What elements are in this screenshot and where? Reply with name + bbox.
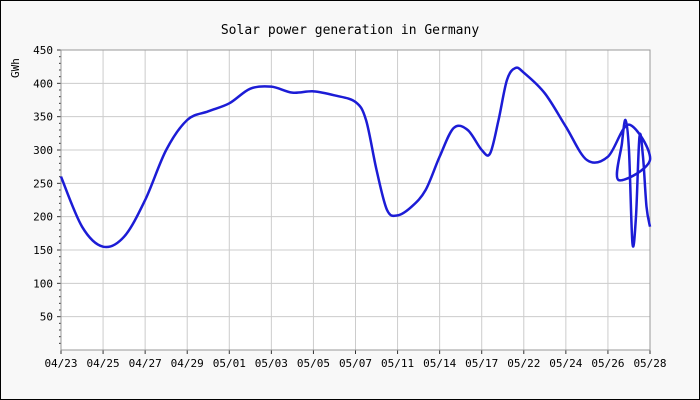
x-tick-label: 04/27	[129, 357, 162, 370]
x-tick-label: 04/23	[44, 357, 77, 370]
y-tick-label: 200	[33, 211, 53, 224]
y-tick-label: 250	[33, 177, 53, 190]
x-tick-label: 05/01	[213, 357, 246, 370]
y-tick-label: 400	[33, 77, 53, 90]
y-tick-label: 450	[33, 44, 53, 57]
chart-title: Solar power generation in Germany	[221, 23, 479, 38]
x-tick-label: 05/26	[591, 357, 624, 370]
y-tick-label: 50	[40, 311, 53, 324]
grid	[60, 49, 651, 350]
x-tick-label: 05/11	[381, 357, 414, 370]
x-tick-label: 05/14	[423, 357, 456, 370]
x-tick-label: 05/28	[633, 357, 666, 370]
y-tick-label: 300	[33, 144, 53, 157]
y-axis: 50 100 150 200 250 300 350 400 450	[33, 44, 61, 344]
x-tick-label: 05/07	[339, 357, 372, 370]
y-tick-label: 100	[33, 277, 53, 290]
plot-border	[60, 49, 651, 351]
x-tick-label: 05/03	[255, 357, 288, 370]
x-tick-label: 05/24	[549, 357, 582, 370]
x-tick-label: 05/05	[297, 357, 330, 370]
x-tick-label: 04/29	[171, 357, 204, 370]
x-tick-label: 05/22	[507, 357, 540, 370]
y-tick-label: 150	[33, 244, 53, 257]
x-tick-label: 04/25	[87, 357, 120, 370]
x-axis: 04/23 04/25 04/27 04/29 05/01 05/03 05/05 05/07…	[44, 350, 667, 370]
series-line	[59, 66, 652, 249]
series-group	[59, 66, 652, 249]
y-axis-label: GWh	[9, 58, 22, 78]
x-tick-label: 05/17	[465, 357, 498, 370]
y-tick-label: 350	[33, 111, 53, 124]
